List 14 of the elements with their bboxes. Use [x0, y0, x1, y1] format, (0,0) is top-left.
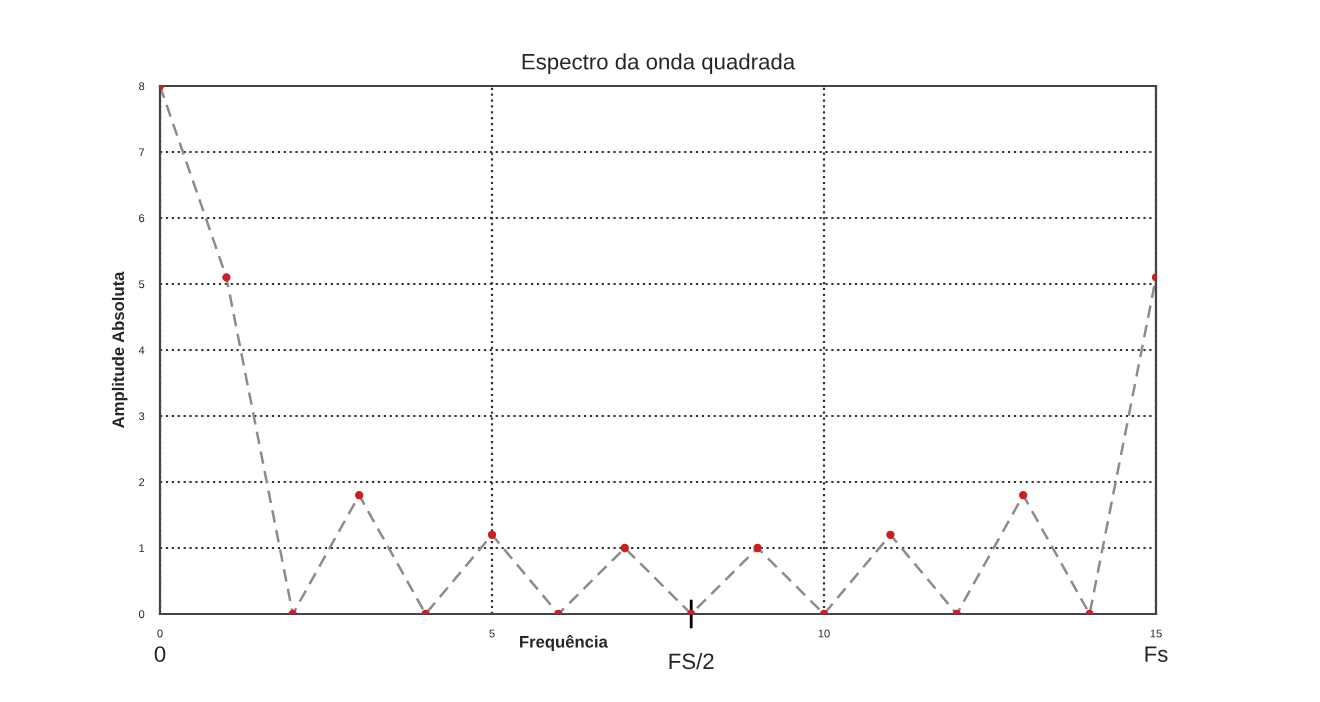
line-series: [160, 86, 1156, 614]
point: [487, 530, 497, 539]
x-axis-title: Frequência: [520, 635, 608, 652]
point: [355, 491, 364, 500]
point: [222, 273, 231, 282]
text: 0: [154, 646, 166, 662]
text: Fs: [1145, 646, 1168, 662]
point: [1019, 491, 1028, 500]
annotation: FS/2: [669, 652, 714, 670]
y-axis-title: Amplitude Absoluta: [111, 271, 128, 428]
chart-title: Espectro da onda quadrada: [522, 53, 796, 74]
point: [753, 543, 762, 553]
point: [620, 543, 629, 553]
point: [886, 530, 895, 539]
